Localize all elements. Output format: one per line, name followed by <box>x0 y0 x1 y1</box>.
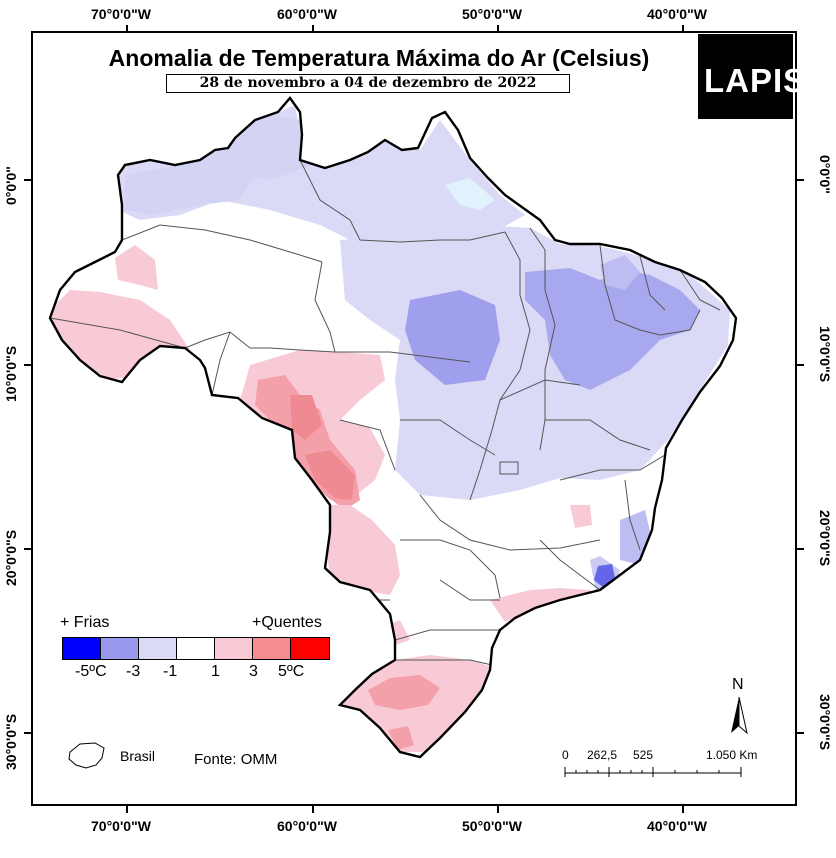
tick-left-20s <box>24 548 32 550</box>
tick-left-0 <box>24 179 32 181</box>
tick-left-10s <box>24 364 32 366</box>
state-borders <box>50 159 721 666</box>
lon-label-top-70w: 70°0'0"W <box>91 6 151 22</box>
map-title: Anomalia de Temperatura Máxima do Ar (Ce… <box>108 45 650 71</box>
legend-label-1: -3 <box>126 663 141 680</box>
lapis-logo: LAPIS <box>698 34 805 119</box>
legend-swatch-5 <box>253 638 291 659</box>
legend-swatch-0 <box>63 638 101 659</box>
legend-label-0: -5ºC <box>75 663 107 680</box>
tick-left-30s <box>24 732 32 734</box>
inset-label: Brasil <box>120 748 156 764</box>
north-arrow-icon <box>731 696 748 735</box>
tick-top-70w <box>126 25 128 33</box>
scale-label-0: 0 <box>562 748 569 762</box>
scale-label-1: 262,5 <box>587 748 618 762</box>
north-label: N <box>732 676 744 693</box>
tick-right-20s <box>796 548 804 550</box>
logo-text: LAPIS <box>704 62 807 99</box>
brasil-inset-icon <box>68 742 105 769</box>
lon-label-bottom-50w: 50°0'0"W <box>462 818 522 834</box>
legend-label-3: 1 <box>211 663 220 680</box>
legend-swatch-1 <box>101 638 139 659</box>
legend-cold-heading: + Frias <box>60 614 110 631</box>
lon-label-top-40w: 40°0'0"W <box>647 6 707 22</box>
tick-right-30s <box>796 732 804 734</box>
legend-swatch-6 <box>291 638 329 659</box>
legend-swatch-4 <box>215 638 253 659</box>
lon-label-bottom-70w: 70°0'0"W <box>91 818 151 834</box>
tick-top-60w <box>312 25 314 33</box>
tick-bottom-70w <box>126 805 128 813</box>
tick-bottom-50w <box>497 805 499 813</box>
scale-label-2: 525 <box>633 748 654 762</box>
lon-label-top-60w: 60°0'0"W <box>277 6 337 22</box>
legend-warm-heading: +Quentes <box>252 614 322 631</box>
lon-label-top-50w: 50°0'0"W <box>462 6 522 22</box>
source-label: Fonte: OMM <box>194 751 278 768</box>
legend-swatch-3 <box>177 638 215 659</box>
scale-label-3: 1.050 Km <box>706 748 758 762</box>
legend-color-bar <box>62 637 330 660</box>
anomaly-fields <box>50 105 730 752</box>
legend-label-4: 3 <box>249 663 258 680</box>
legend-swatch-2 <box>139 638 177 659</box>
scale-bar <box>564 767 742 777</box>
tick-bottom-60w <box>312 805 314 813</box>
tick-top-40w <box>682 25 684 33</box>
tick-right-0 <box>796 179 804 181</box>
tick-right-10s <box>796 364 804 366</box>
legend-label-5: 5ºC <box>278 663 305 680</box>
lon-label-bottom-40w: 40°0'0"W <box>647 818 707 834</box>
legend-label-2: -1 <box>163 663 178 680</box>
lon-label-bottom-60w: 60°0'0"W <box>277 818 337 834</box>
tick-bottom-40w <box>682 805 684 813</box>
tick-top-50w <box>497 25 499 33</box>
map-subtitle: 28 de novembro a 04 de dezembro de 2022 <box>166 74 570 93</box>
